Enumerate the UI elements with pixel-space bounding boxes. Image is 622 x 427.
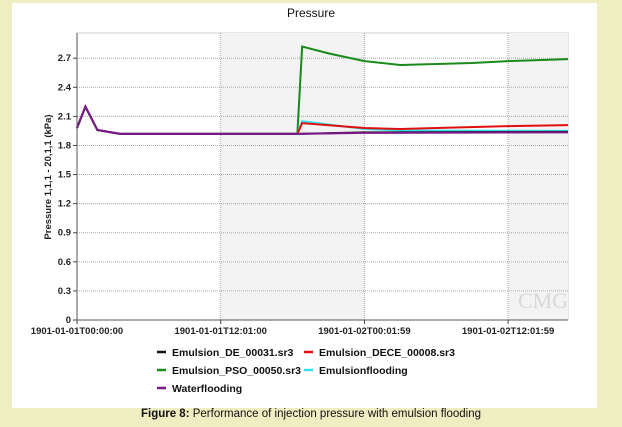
x-tick-label: 1901-01-01T12:01:00 [174,326,266,337]
shaded-band [220,33,365,320]
legend-label: Waterflooding [172,383,242,395]
chart-title: Pressure [287,6,335,20]
x-tick-label: 1901-01-01T00:00:00 [31,326,123,337]
y-tick-label: 0.9 [58,228,71,239]
x-tick-label: 1901-01-02T00:01:59 [318,326,410,337]
y-tick-label: 1.5 [58,170,72,181]
cmg-watermark: CMG [518,288,568,313]
figure-caption: Figure 8: Performance of injection press… [0,408,622,420]
legend-label: Emulsionflooding [319,365,408,377]
legend-label: Emulsion_DE_00031.sr3 [172,347,294,359]
y-tick-label: 2.4 [58,82,72,93]
shaded-band [508,33,568,320]
caption-text: Performance of injection pressure with e… [189,408,482,420]
series-line-waterflooding [76,104,569,135]
legend-label: Emulsion_DECE_00008.sr3 [319,347,455,359]
legend-label: Emulsion_PSO_00050.sr3 [172,365,301,377]
y-axis-label: Pressure 1,1,1 - 20,1,1 (kPa) [43,114,54,239]
y-tick-label: 2.1 [58,111,72,122]
y-tick-label: 0 [66,315,71,326]
caption-label: Figure 8: [140,408,190,420]
y-tick-label: 2.7 [58,53,71,64]
y-tick-label: 1.8 [58,140,71,151]
x-tick-label: 1901-01-02T12:01:59 [462,326,554,337]
y-tick-label: 0.3 [58,286,71,297]
y-tick-label: 1.2 [58,199,71,210]
y-tick-label: 0.6 [58,257,71,268]
